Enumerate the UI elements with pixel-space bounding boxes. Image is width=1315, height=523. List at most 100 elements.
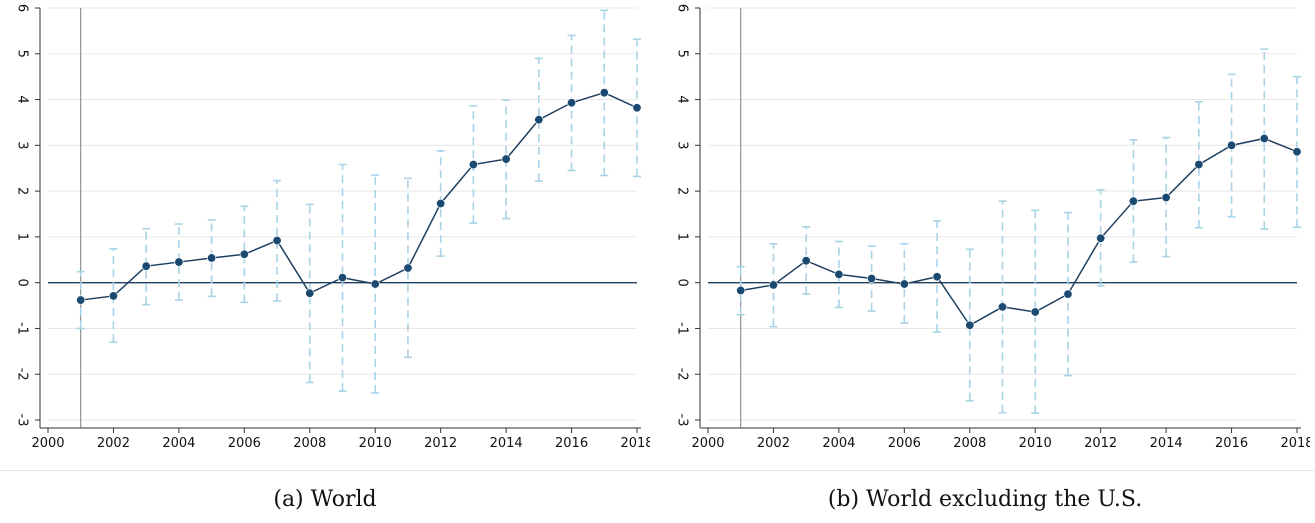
chart0-y-tick-label: -1: [15, 322, 30, 335]
chart1-ci-bar: [1096, 188, 1105, 287]
chart1-x-tick-label: 2016: [1215, 436, 1248, 451]
chart1-data-point: [1292, 147, 1302, 157]
chart0-y-tick-label: -3: [15, 414, 30, 427]
chart1-data-point: [1194, 160, 1204, 170]
chart1-data-point: [997, 302, 1007, 312]
chart0-y-tick-label: 3: [15, 141, 30, 149]
chart1-y-tick-label: -3: [675, 414, 690, 427]
chart0-x-tick-label: 2004: [162, 436, 195, 451]
chart1-ci-bar: [736, 265, 745, 316]
chart0-ci-bar: [305, 203, 314, 384]
chart0-y-tick-label: 5: [15, 50, 30, 58]
chart0-x-tick-label: 2012: [424, 436, 457, 451]
chart-panel-world-ex-us: -3 -2 -1 0 1 2 3 4 5 6 2000 2002 2004 2006 2008 2010 201…: [660, 0, 1314, 470]
chart0-data-point: [403, 263, 413, 273]
chart0-data-point: [632, 103, 642, 113]
chart1-ci-bar: [1031, 209, 1040, 414]
caption-divider: [0, 470, 1315, 471]
chart0-data-point: [108, 291, 118, 301]
chart0-ci-bar: [207, 219, 216, 298]
chart1-y-tick-label: 3: [675, 141, 690, 149]
chart1-data-point: [736, 285, 746, 295]
chart0-data-point: [141, 261, 151, 271]
chart0-data-point: [501, 154, 511, 164]
chart1-x-tick-label: 2006: [888, 436, 921, 451]
chart0-y-tick-label: 2: [15, 187, 30, 195]
caption-world: (a) World: [273, 487, 377, 512]
chart1-x-tick-label: 2002: [757, 436, 790, 451]
chart1-data-point: [768, 280, 778, 290]
chart1-data-point: [867, 274, 877, 284]
chart0-x-tick-label: 2014: [490, 436, 523, 451]
chart0-series-line: [80, 91, 638, 301]
chart-world-ex-us-svg: -3 -2 -1 0 1 2 3 4 5 6 2000 2002 2004 2006 2008 2010 201…: [675, 4, 1314, 451]
chart1-x-tick-label: 2014: [1150, 436, 1183, 451]
chart0-ci-bar: [534, 57, 543, 182]
chart0-data-point: [207, 253, 217, 263]
chart0-ci-bar: [174, 223, 183, 301]
chart1-data-point: [965, 320, 975, 330]
chart1-data-point: [801, 256, 811, 266]
chart1-data-point: [1030, 307, 1040, 317]
chart1-data-point: [932, 272, 942, 282]
chart1-y-tick-label: 4: [675, 95, 690, 103]
chart1-x-tick-label: 2004: [822, 436, 855, 451]
caption-world-ex-us: (b) World excluding the U.S.: [827, 487, 1143, 512]
chart1-y-tick-label: 2: [675, 187, 690, 195]
chart0-data-point: [468, 160, 478, 170]
chart1-x-tick-label: 2018: [1280, 436, 1310, 451]
chart0-ci-bar: [273, 179, 282, 302]
chart1-ci-bar: [1129, 139, 1138, 263]
chart1-data-point: [834, 269, 844, 279]
chart0-data-point: [76, 295, 86, 305]
chart1-series-line: [740, 137, 1298, 327]
chart1-y-tick-label: 1: [675, 233, 690, 241]
chart0-ci-bar: [240, 205, 249, 304]
chart1-ci-bar: [1194, 101, 1203, 229]
chart0-data-point: [174, 257, 184, 267]
chart0-data-point: [305, 288, 315, 298]
chart0-y-tick-label: 4: [15, 95, 30, 103]
chart1-y-tick-label: -1: [675, 322, 690, 335]
chart0-x-tick-label: 2010: [359, 436, 392, 451]
chart0-data-point: [599, 88, 609, 98]
chart1-x-tick-label: 2000: [691, 436, 724, 451]
chart1-ci-bar: [1260, 48, 1269, 230]
chart1-ci-bar: [1293, 75, 1301, 229]
chart0-data-point: [436, 198, 446, 208]
chart1-data-point: [1128, 196, 1138, 206]
chart0-x-tick-label: 2006: [228, 436, 261, 451]
chart0-y-tick-label: 6: [15, 4, 30, 12]
chart0-data-point: [534, 115, 544, 125]
chart1-data-point: [1259, 133, 1269, 143]
chart1-data-point: [1161, 193, 1171, 203]
chart0-x-tick-label: 2016: [555, 436, 588, 451]
chart0-ci-bar: [142, 227, 151, 306]
chart0-x-tick-label: 2008: [293, 436, 326, 451]
chart0-x-tick-label: 2000: [31, 436, 64, 451]
chart0-x-tick-label: 2002: [97, 436, 130, 451]
chart1-y-tick-label: 0: [675, 279, 690, 287]
chart-world-svg: -3 -2 -1 0 1 2 3 4 5 6 2000 2002 2004 2006 2008 2010 201…: [15, 4, 654, 451]
chart1-data-point: [899, 279, 909, 289]
chart1-x-tick-label: 2008: [953, 436, 986, 451]
chart0-y-tick-label: -2: [15, 368, 30, 381]
chart0-data-point: [239, 249, 249, 259]
chart0-y-tick-label: 0: [15, 279, 30, 287]
chart0-ci-bar: [338, 163, 347, 392]
chart1-y-tick-label: -2: [675, 368, 690, 381]
chart0-data-point: [272, 236, 282, 246]
chart-panel-world: -3 -2 -1 0 1 2 3 4 5 6 2000 2002 2004 2006 2008 2010 201…: [0, 0, 654, 470]
chart1-x-tick-label: 2012: [1084, 436, 1117, 451]
chart1-ci-bar: [965, 248, 974, 402]
chart1-data-point: [1096, 233, 1106, 243]
chart0-y-tick-label: 1: [15, 233, 30, 241]
chart1-y-tick-label: 5: [675, 50, 690, 58]
chart0-ci-bar: [403, 177, 412, 359]
chart0-data-point: [370, 279, 380, 289]
chart0-x-tick-label: 2018: [620, 436, 650, 451]
chart0-data-point: [337, 273, 347, 283]
chart1-data-point: [1227, 140, 1237, 150]
chart1-x-tick-label: 2010: [1019, 436, 1052, 451]
